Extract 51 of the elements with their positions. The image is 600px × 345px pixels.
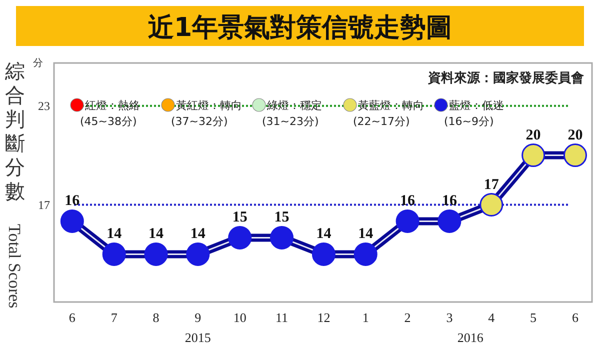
x-tick-label: 8 (152, 310, 160, 325)
x-tick-label: 2 (404, 310, 411, 325)
point (228, 226, 252, 250)
data-label: 14 (106, 226, 122, 242)
x-tick-label: 6 (68, 310, 76, 325)
x-tick-label: 12 (317, 310, 330, 325)
legend-label: 綠燈：穩定 (31~23分) (262, 99, 322, 128)
point (396, 209, 420, 233)
legend-label: 藍燈：低迷 (16~9分) (444, 99, 504, 128)
point (480, 193, 504, 216)
data-label: 17 (484, 176, 500, 193)
data-label: 14 (148, 226, 164, 242)
data-label: 16 (64, 193, 80, 210)
point (144, 242, 168, 266)
y-axis-title: 綜合判斷分數 Total Scores (4, 59, 25, 308)
x-tick-label: 11 (276, 310, 288, 325)
x-tick-label: 1 (362, 310, 369, 325)
data-label: 20 (568, 127, 583, 144)
x-tick-label: 4 (488, 310, 496, 325)
point (312, 242, 336, 266)
x-tick-label: 9 (194, 310, 202, 325)
data-label: 16 (400, 193, 416, 210)
text: 2016 (457, 330, 484, 345)
x-tick-label: 10 (233, 310, 246, 325)
y-tick-label: 23 (38, 98, 50, 113)
data-label: 20 (526, 127, 541, 144)
point (522, 144, 546, 168)
data-label: 14 (358, 226, 374, 242)
x-tick-label: 6 (572, 310, 579, 325)
legend-label: 黃紅燈：轉向 (37~32分) (171, 99, 242, 128)
point (270, 226, 294, 250)
legend-label: 紅燈：熱絡 (45~38分) (80, 99, 140, 128)
data-label: 15 (232, 210, 248, 226)
data-label: 14 (190, 226, 206, 242)
text: 分 (33, 57, 43, 69)
point (354, 242, 378, 266)
x-tick-label: 7 (110, 310, 118, 325)
point (438, 209, 462, 233)
annotation: 資料來源：國家發展委員會 (427, 70, 584, 86)
text: 2015 (184, 330, 211, 345)
x-tick-label: 5 (530, 310, 537, 325)
legend-label: 黃藍燈：轉向 (22~17分) (353, 99, 424, 128)
point (60, 209, 84, 233)
x-tick-label: 3 (446, 310, 453, 325)
data-label: 15 (274, 210, 290, 226)
point (102, 242, 126, 266)
point (186, 242, 210, 266)
data-label: 14 (316, 226, 332, 242)
point (563, 144, 587, 168)
chart-title: 近1年景氣對策信號走勢圖 (148, 13, 452, 43)
data-label: 16 (442, 193, 458, 210)
